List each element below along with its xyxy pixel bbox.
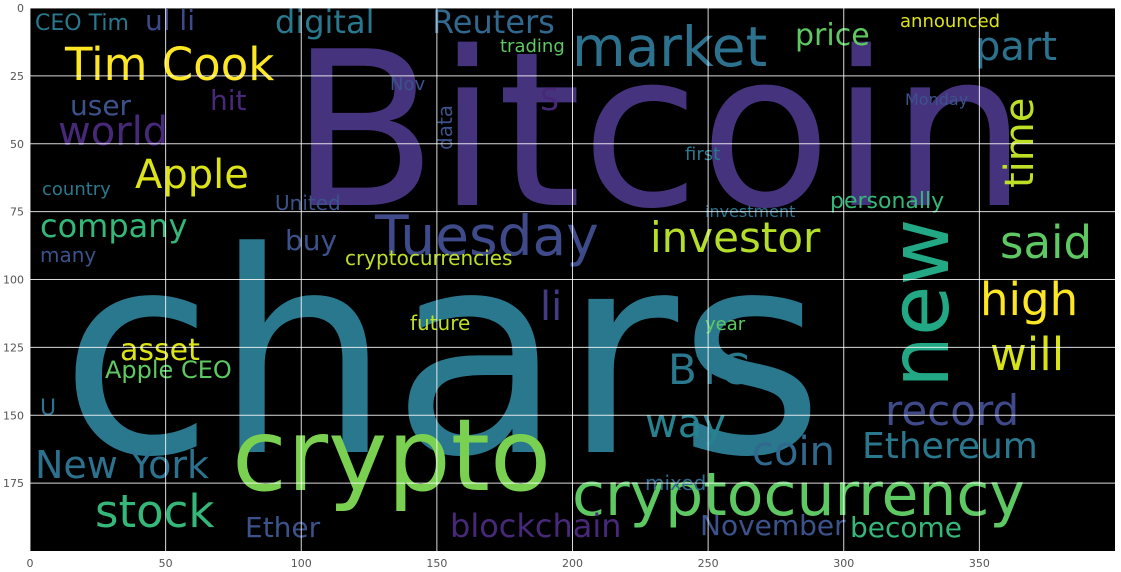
word: U <box>40 396 56 421</box>
x-tick-label: 50 <box>159 557 173 570</box>
word: asset <box>120 333 200 368</box>
word: announced <box>900 11 1000 32</box>
word: record <box>885 386 1019 435</box>
word: new <box>873 219 968 389</box>
x-tick-label: 0 <box>27 557 34 570</box>
word: crypto <box>232 397 551 514</box>
word: trading <box>500 36 565 57</box>
y-tick-label: 50 <box>10 138 24 151</box>
word: stock <box>95 485 214 538</box>
word: user <box>70 89 132 122</box>
word: li <box>540 284 562 330</box>
word: many <box>40 243 96 267</box>
word: November <box>700 509 846 542</box>
word: CEO Tim <box>35 11 129 36</box>
word: high <box>980 273 1078 326</box>
word: way <box>645 401 726 447</box>
word: said <box>1000 216 1092 269</box>
word: Nov <box>390 74 425 95</box>
x-tick-label: 350 <box>969 557 990 570</box>
word: country <box>42 179 111 200</box>
word: Apple CEO <box>105 356 232 384</box>
word: world <box>58 109 168 155</box>
word: cryptocurrency <box>572 460 1025 530</box>
word: digital <box>275 3 374 41</box>
word: buy <box>285 224 337 257</box>
word: become <box>850 511 962 544</box>
x-tick-label: 150 <box>426 557 447 570</box>
word: Monday <box>905 90 968 109</box>
word: will <box>990 328 1064 381</box>
x-tick-label: 300 <box>833 557 854 570</box>
word: ul li <box>145 4 195 37</box>
word: part <box>975 24 1057 70</box>
word: Bitcoin <box>290 5 1027 256</box>
y-tick-label: 75 <box>10 206 24 219</box>
word: Reuters <box>432 3 555 41</box>
y-tick-label: 100 <box>3 274 24 287</box>
word: BTC <box>668 345 749 394</box>
word: New York <box>35 443 209 487</box>
word: year <box>705 314 746 335</box>
word: personally <box>830 189 944 214</box>
x-tick-label: 250 <box>698 557 719 570</box>
word: hit <box>210 84 247 117</box>
word: price <box>795 18 870 53</box>
y-tick-label: 175 <box>3 477 24 490</box>
word: coin <box>752 429 835 475</box>
word: Apple <box>135 152 249 198</box>
x-tick-label: 200 <box>562 557 583 570</box>
word: chars <box>60 193 824 519</box>
word: S <box>540 83 559 118</box>
word: cryptocurrencies <box>345 246 512 270</box>
word: Ether <box>245 511 321 544</box>
x-tick-label: 100 <box>291 557 312 570</box>
y-tick-label: 125 <box>3 341 24 354</box>
word: future <box>410 311 470 335</box>
word: blockchain <box>450 507 622 545</box>
word: Tim Cook <box>64 38 274 91</box>
word: time <box>997 98 1043 188</box>
word: company <box>40 207 187 245</box>
word: Tuesday <box>374 204 599 268</box>
word: investor <box>650 213 821 262</box>
y-tick-label: 150 <box>3 409 24 422</box>
word: United <box>275 191 341 215</box>
y-tick-label: 25 <box>10 70 24 83</box>
word: Ethereum <box>862 426 1038 467</box>
y-tick-label: 0 <box>17 2 24 15</box>
word: market <box>572 15 767 79</box>
word: first <box>685 144 720 165</box>
